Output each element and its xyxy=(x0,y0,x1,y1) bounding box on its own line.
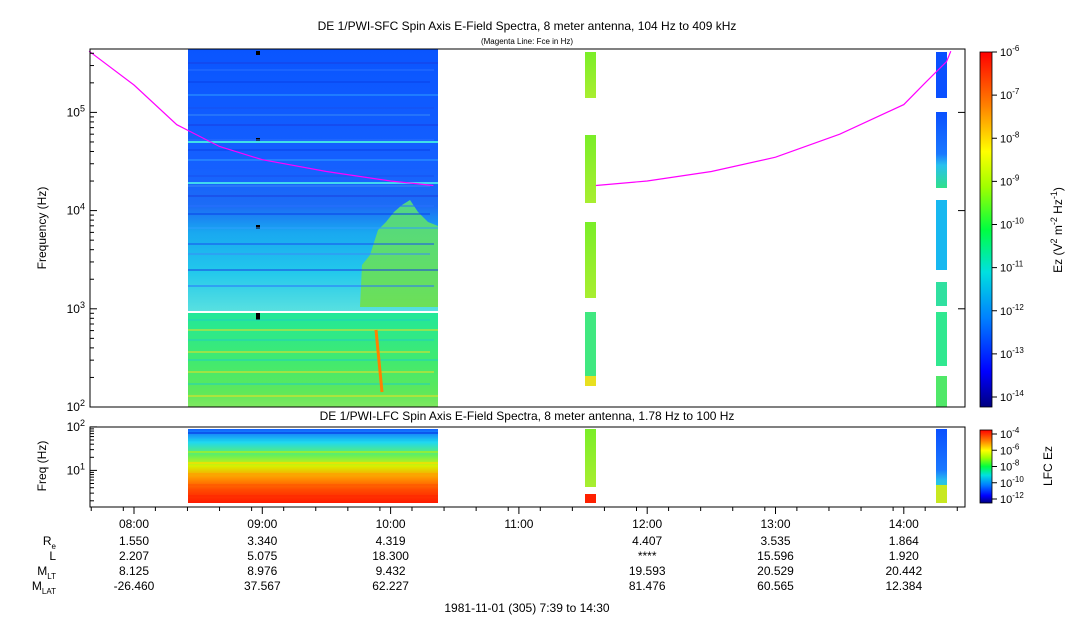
time-tick-label: 13:00 xyxy=(760,517,790,531)
footer-time-range: 1981-11-01 (305) 7:39 to 14:30 xyxy=(444,601,610,615)
sfc-ytick-label: 105 xyxy=(67,103,85,119)
sfc-ytick-label: 104 xyxy=(67,202,85,218)
ephemeris-value: 1.920 xyxy=(889,549,919,563)
sfc-band-texture xyxy=(188,62,438,397)
ephemeris-row-label: MLT xyxy=(37,564,56,581)
ephemeris-value: 20.442 xyxy=(885,564,922,578)
sfc-strip-1420-e xyxy=(936,312,947,366)
ephemeris-row-label: Re xyxy=(43,534,57,551)
lfc-strip-1130 xyxy=(585,429,596,487)
lfc-frame xyxy=(89,426,966,508)
ephemeris-value: 8.125 xyxy=(119,564,149,578)
sfc-band-streak xyxy=(374,329,384,393)
time-tick-label: 11:00 xyxy=(504,517,533,531)
ephemeris-value: -26.460 xyxy=(114,579,155,593)
sfc-dropout-1 xyxy=(256,51,260,55)
lfc-ytick-label: 101 xyxy=(67,461,85,477)
time-tick-label: 14:00 xyxy=(889,517,919,531)
ephemeris-value: 37.567 xyxy=(244,579,281,593)
sfc-colorbar-label: Ez (V2 m-2 Hz-1) xyxy=(1049,187,1065,273)
lfc-spectrogram xyxy=(188,429,947,503)
lfc-colorbar-tick-label: 10-6 xyxy=(1000,442,1020,457)
sfc-strip-1420-b xyxy=(936,112,947,188)
sfc-colorbar-tick-label: 10-12 xyxy=(1000,303,1024,318)
sfc-strip-1130-bottom xyxy=(585,312,596,386)
ephemeris-row-label: MLAT xyxy=(32,579,56,596)
time-axis: 08:00 09:00 10:00 11:00 12:00 13:00 14:00 xyxy=(90,507,958,531)
sfc-dropout-3 xyxy=(256,225,260,229)
lfc-strip-1420 xyxy=(936,429,947,503)
sfc-colorbar-tick-label: 10-6 xyxy=(1000,44,1020,59)
ephemeris-value: 60.565 xyxy=(757,579,794,593)
sfc-y-axis: 102 103 104 105 xyxy=(67,52,965,414)
lfc-title: DE 1/PWI-LFC Spin Axis E-Field Spectra, … xyxy=(320,409,735,423)
lfc-ytick-label: 102 xyxy=(67,418,85,434)
ephemeris-value: 5.075 xyxy=(247,549,277,563)
lfc-colorbar-tick-label: 10-10 xyxy=(1000,475,1024,490)
sfc-strip-1130-mid xyxy=(585,135,596,203)
sfc-ytick-label: 103 xyxy=(67,300,85,316)
ephemeris-value: 19.593 xyxy=(629,564,666,578)
time-tick-label: 12:00 xyxy=(632,517,662,531)
sfc-strip-1420-d xyxy=(936,282,947,306)
sfc-colorbar-tick-label: 10-11 xyxy=(1000,260,1024,275)
ephemeris-value: 12.384 xyxy=(885,579,922,593)
ephemeris-value: **** xyxy=(638,549,657,563)
sfc-spectrogram xyxy=(188,49,947,407)
sfc-strip-1420-a xyxy=(936,52,947,98)
sfc-strip-1420-c xyxy=(936,200,947,270)
sfc-frame xyxy=(89,48,966,408)
ephemeris-value: 1.864 xyxy=(889,534,919,548)
lfc-colorbar xyxy=(979,429,993,504)
sfc-colorbar xyxy=(979,51,993,408)
lfc-colorbar-tick-label: 10-12 xyxy=(1000,491,1024,506)
fce-line xyxy=(88,50,952,187)
sfc-colorbar-tick-label: 10-8 xyxy=(1000,130,1020,145)
ephemeris-value: 1.550 xyxy=(119,534,149,548)
ephemeris-value: 4.319 xyxy=(376,534,406,548)
sfc-colorbar-tick-label: 10-9 xyxy=(1000,173,1020,188)
lfc-ylabel: Freq (Hz) xyxy=(35,441,49,492)
ephemeris-value: 20.529 xyxy=(757,564,794,578)
lfc-block-main xyxy=(188,429,438,503)
ephemeris-value: 15.596 xyxy=(757,549,794,563)
sfc-colorbar-tick-label: 10-14 xyxy=(1000,389,1024,404)
sfc-dropout-4 xyxy=(256,313,260,320)
time-tick-label: 09:00 xyxy=(247,517,277,531)
sfc-colorbar-ticks: 10-6 10-7 10-8 10-9 10-10 10-11 10-12 10-13 10-1… xyxy=(992,44,1024,404)
sfc-colorbar-tick-label: 10-10 xyxy=(1000,217,1024,232)
ephemeris-value: 2.207 xyxy=(119,549,149,563)
sfc-subtitle: (Magenta Line: Fce in Hz) xyxy=(481,37,573,46)
time-tick-label: 10:00 xyxy=(376,517,406,531)
ephemeris-value: 8.976 xyxy=(247,564,277,578)
sfc-ylabel: Frequency (Hz) xyxy=(35,187,49,270)
ephemeris-value: 9.432 xyxy=(376,564,406,578)
sfc-ytick-label: 102 xyxy=(67,398,85,414)
lfc-band-texture xyxy=(188,432,438,497)
sfc-strip-1130-lower xyxy=(585,222,596,298)
sfc-colorbar-tick-label: 10-7 xyxy=(1000,87,1020,102)
ephemeris-value: 18.300 xyxy=(372,549,409,563)
sfc-strip-1130-upper xyxy=(585,52,596,98)
lfc-strip-1420-bottom xyxy=(936,485,947,503)
ephemeris-value: 4.407 xyxy=(632,534,662,548)
ephemeris-value: 62.227 xyxy=(372,579,409,593)
lfc-colorbar-label: LFC Ez xyxy=(1041,446,1055,486)
lfc-strip-1130-red xyxy=(585,494,596,503)
lfc-colorbar-tick-label: 10-8 xyxy=(1000,459,1020,474)
sfc-strip-1420-f xyxy=(936,376,947,407)
sfc-title: DE 1/PWI-SFC Spin Axis E-Field Spectra, … xyxy=(318,19,737,33)
sfc-strip-1130-edge xyxy=(585,376,596,386)
ephemeris-value: 3.340 xyxy=(247,534,277,548)
ephemeris-value: 3.535 xyxy=(760,534,790,548)
ephemeris-row-label: L xyxy=(49,549,56,563)
ephemeris-table: Re 1.550 3.340 4.319 4.407 3.535 1.864 L 2.207 5.… xyxy=(32,534,923,596)
ephemeris-value: 81.476 xyxy=(629,579,666,593)
sfc-colorbar-tick-label: 10-13 xyxy=(1000,346,1024,361)
lfc-colorbar-tick-label: 10-4 xyxy=(1000,426,1020,441)
lfc-y-axis: 101 102 xyxy=(67,418,97,502)
time-tick-label: 08:00 xyxy=(119,517,149,531)
